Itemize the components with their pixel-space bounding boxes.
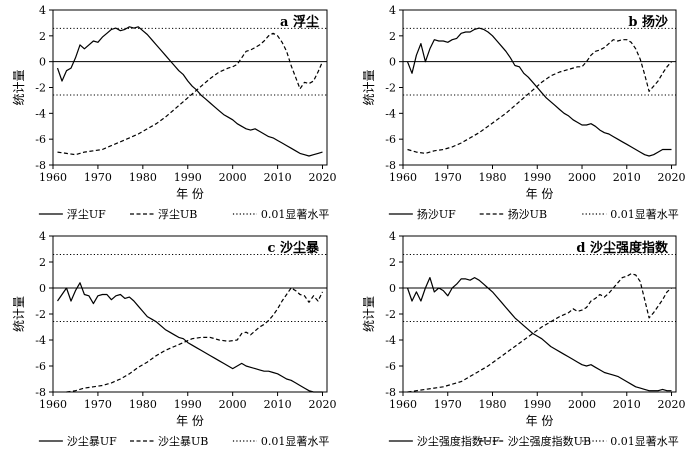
x-tick-label: 1960 xyxy=(39,398,67,411)
x-tick-label: 2000 xyxy=(568,171,596,184)
y-axis-label: 统计量 xyxy=(12,296,26,332)
x-axis-label: 年 份 xyxy=(526,187,554,201)
y-tick-label: -6 xyxy=(385,133,396,146)
uf-series-line xyxy=(57,282,323,393)
legend-label-2: 沙尘暴UB xyxy=(158,435,208,448)
x-axis-label: 年 份 xyxy=(176,414,204,428)
x-tick-label: 1980 xyxy=(479,171,507,184)
x-tick-label: 2000 xyxy=(219,171,247,184)
y-tick-label: -8 xyxy=(385,386,396,399)
x-axis-label: 年 份 xyxy=(176,187,204,201)
y-tick-label: -2 xyxy=(385,82,396,95)
x-tick-label: 1960 xyxy=(389,398,417,411)
uf-series-line xyxy=(406,27,672,157)
y-tick-label: 0 xyxy=(389,282,396,295)
legend-label-3: 0.01显著水平 xyxy=(261,434,330,448)
legend-label-1: 扬沙UF xyxy=(417,207,456,221)
chart-title: b 扬沙 xyxy=(628,14,668,30)
legend-label-1: 沙尘强度指数UF xyxy=(417,434,500,448)
y-tick-label: -8 xyxy=(35,159,46,172)
y-tick-label: 2 xyxy=(39,256,46,269)
chart-panel-1: 1960 1970 1980 1990 2000 2010 2020 -8 -6 -4 -2 0 2 4 a… xyxy=(12,4,337,221)
x-tick-label: 1960 xyxy=(389,171,417,184)
y-tick-label: 0 xyxy=(389,56,396,69)
uf-series-line xyxy=(406,277,672,392)
y-tick-label: 4 xyxy=(389,230,396,243)
y-tick-label: 2 xyxy=(389,30,396,43)
legend-label-3: 0.01显著水平 xyxy=(610,207,679,221)
plot-frame xyxy=(52,235,328,393)
y-tick-label: -6 xyxy=(35,133,46,146)
legend-label-2: 沙尘强度指数UB xyxy=(508,434,591,448)
chart-title: a 浮尘 xyxy=(280,14,319,30)
y-tick-label: 2 xyxy=(39,30,46,43)
y-axis-label: 统计量 xyxy=(12,69,26,105)
x-tick-label: 1990 xyxy=(174,171,202,184)
x-tick-label: 2010 xyxy=(613,171,641,184)
ub-series-line xyxy=(407,273,672,393)
uf-series-line xyxy=(56,26,323,157)
ub-series-line xyxy=(57,32,324,156)
x-tick-label: 1970 xyxy=(434,171,462,184)
chart-title: c 沙尘暴 xyxy=(268,240,320,256)
x-tick-label: 1970 xyxy=(84,171,112,184)
y-tick-label: -4 xyxy=(385,334,396,347)
x-tick-label: 2000 xyxy=(568,398,596,411)
x-tick-label: 2020 xyxy=(309,171,337,184)
y-tick-label: -4 xyxy=(35,107,46,120)
x-tick-label: 2020 xyxy=(309,398,337,411)
y-tick-label: -8 xyxy=(35,386,46,399)
y-tick-label: -2 xyxy=(385,308,396,321)
plot-frame xyxy=(402,9,677,166)
x-tick-label: 2020 xyxy=(658,398,686,411)
y-tick-label: -2 xyxy=(35,308,46,321)
plot-frame xyxy=(52,9,328,166)
y-tick-label: 4 xyxy=(39,230,46,243)
y-tick-label: -2 xyxy=(35,82,46,95)
x-tick-label: 2010 xyxy=(613,398,641,411)
legend-label-1: 沙尘暴UF xyxy=(67,435,117,448)
x-tick-label: 1980 xyxy=(129,171,157,184)
x-axis-label: 年 份 xyxy=(526,414,554,428)
y-tick-label: -6 xyxy=(35,360,46,373)
y-tick-label: -4 xyxy=(385,107,396,120)
y-tick-label: 4 xyxy=(39,4,46,17)
x-tick-label: 2010 xyxy=(264,398,292,411)
x-tick-label: 1980 xyxy=(129,398,157,411)
y-tick-label: 0 xyxy=(39,282,46,295)
chart-panel-4: 1960 1970 1980 1990 2000 2010 2020 -8 -6 -4 -2 0 2 4 d… xyxy=(362,230,686,448)
y-axis-label: 统计量 xyxy=(362,69,376,105)
x-tick-label: 2020 xyxy=(658,171,686,184)
chart-title: d 沙尘强度指数 xyxy=(576,240,669,256)
legend-label-2: 浮尘UB xyxy=(158,208,197,221)
x-tick-label: 1990 xyxy=(523,171,551,184)
y-tick-label: 2 xyxy=(389,256,396,269)
x-tick-label: 1980 xyxy=(479,398,507,411)
x-tick-label: 2000 xyxy=(219,398,247,411)
ub-series-line xyxy=(66,287,324,393)
y-tick-label: -8 xyxy=(385,159,396,172)
y-tick-label: 0 xyxy=(39,56,46,69)
y-tick-label: -6 xyxy=(385,360,396,373)
legend-label-2: 扬沙UB xyxy=(508,207,547,221)
ub-series-line xyxy=(407,39,672,154)
x-tick-label: 1960 xyxy=(39,171,67,184)
x-tick-label: 1970 xyxy=(434,398,462,411)
chart-panel-2: 1960 1970 1980 1990 2000 2010 2020 -8 -6 -4 -2 0 2 4 b… xyxy=(362,4,686,221)
x-tick-label: 2010 xyxy=(264,171,292,184)
y-axis-label: 统计量 xyxy=(362,296,376,332)
y-tick-label: 4 xyxy=(389,4,396,17)
legend-label-3: 0.01显著水平 xyxy=(261,207,330,221)
x-tick-label: 1990 xyxy=(174,398,202,411)
x-tick-label: 1990 xyxy=(523,398,551,411)
plot-frame xyxy=(402,235,677,393)
x-tick-label: 1970 xyxy=(84,398,112,411)
y-tick-label: -4 xyxy=(35,334,46,347)
chart-panel-3: 1960 1970 1980 1990 2000 2010 2020 -8 -6 -4 -2 0 2 4 c… xyxy=(12,230,337,448)
legend-label-3: 0.01显著水平 xyxy=(610,434,679,448)
legend-label-1: 浮尘UF xyxy=(67,208,106,221)
